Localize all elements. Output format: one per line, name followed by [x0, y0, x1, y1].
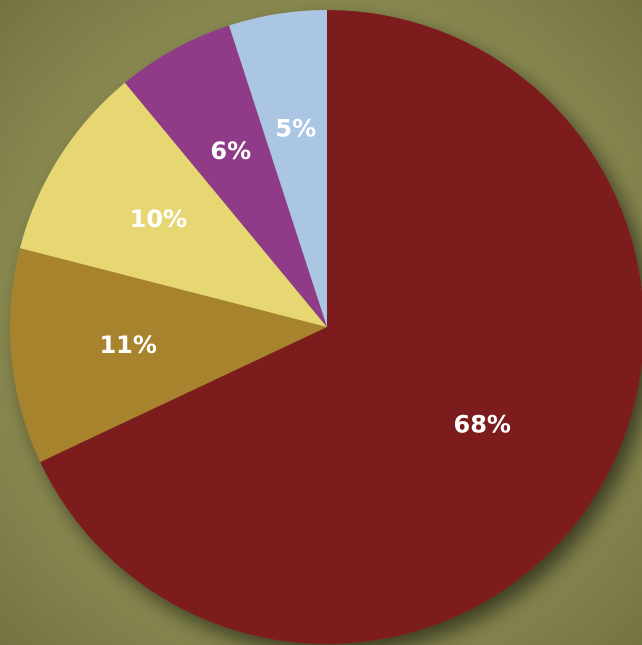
labels: 68% 11% 10% 6% 5%: [99, 115, 511, 439]
pie-slice: [9, 248, 328, 462]
value-label: 68%: [454, 411, 511, 439]
value-label: 10%: [130, 205, 187, 233]
value-label: 5%: [275, 115, 316, 143]
pie-slice: [19, 82, 327, 327]
pie-slice: [40, 10, 642, 644]
pie-slice: [229, 10, 327, 327]
pie-slice: [124, 25, 328, 328]
value-label: 11%: [99, 331, 156, 359]
pie: [9, 10, 642, 644]
value-label: 6%: [210, 137, 251, 165]
